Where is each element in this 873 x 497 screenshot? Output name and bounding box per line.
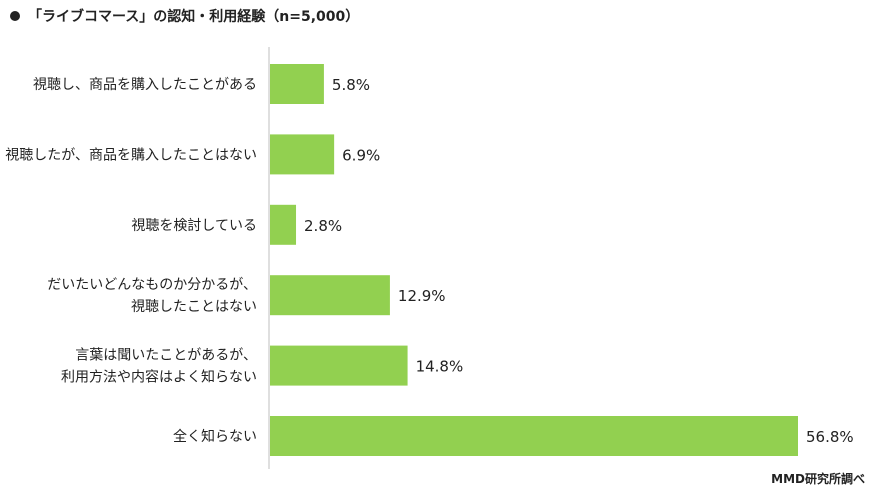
bar [270, 275, 390, 316]
category-label-line: 視聴し、商品を購入したことがある [33, 77, 257, 93]
category-label-line: 全く知らない [173, 428, 257, 445]
bar [270, 416, 798, 456]
chart-title-row: 「ライブコマース」の認知・利用経験（n=5,000） [10, 6, 359, 26]
category-label: 視聴を検討している [131, 218, 257, 234]
bar [270, 134, 335, 175]
category-label-line: だいたいどんなものか分かるが、 [47, 277, 257, 293]
category-label-line: 視聴したことはない [131, 299, 257, 315]
data-label: 12.9% [398, 287, 446, 305]
category-label: だいたいどんなものか分かるが、視聴したことはない [47, 277, 257, 315]
data-label: 6.9% [342, 146, 380, 164]
data-label: 14.8% [416, 358, 464, 376]
chart-title: 「ライブコマース」の認知・利用経験（n=5,000） [28, 9, 360, 25]
category-label: 全く知らない [173, 428, 257, 445]
data-label: 5.8% [332, 76, 370, 94]
category-label-line: 利用方法や内容はよく知らない [61, 369, 257, 386]
category-label-line: 視聴を検討している [131, 218, 257, 234]
category-label-line: 言葉は聞いたことがあるが、 [75, 348, 257, 364]
category-label: 言葉は聞いたことがあるが、利用方法や内容はよく知らない [61, 348, 257, 386]
category-label: 視聴し、商品を購入したことがある [33, 77, 257, 93]
category-label-line: 視聴したが、商品を購入したことはない [5, 147, 257, 163]
bar [270, 204, 297, 245]
source-credit: MMD研究所調べ [771, 472, 865, 486]
data-label: 56.8% [806, 428, 854, 446]
data-label: 2.8% [304, 217, 342, 235]
category-label: 視聴したが、商品を購入したことはない [5, 147, 257, 163]
bar [270, 345, 408, 386]
bar [270, 64, 324, 104]
bullet-icon [10, 11, 20, 21]
